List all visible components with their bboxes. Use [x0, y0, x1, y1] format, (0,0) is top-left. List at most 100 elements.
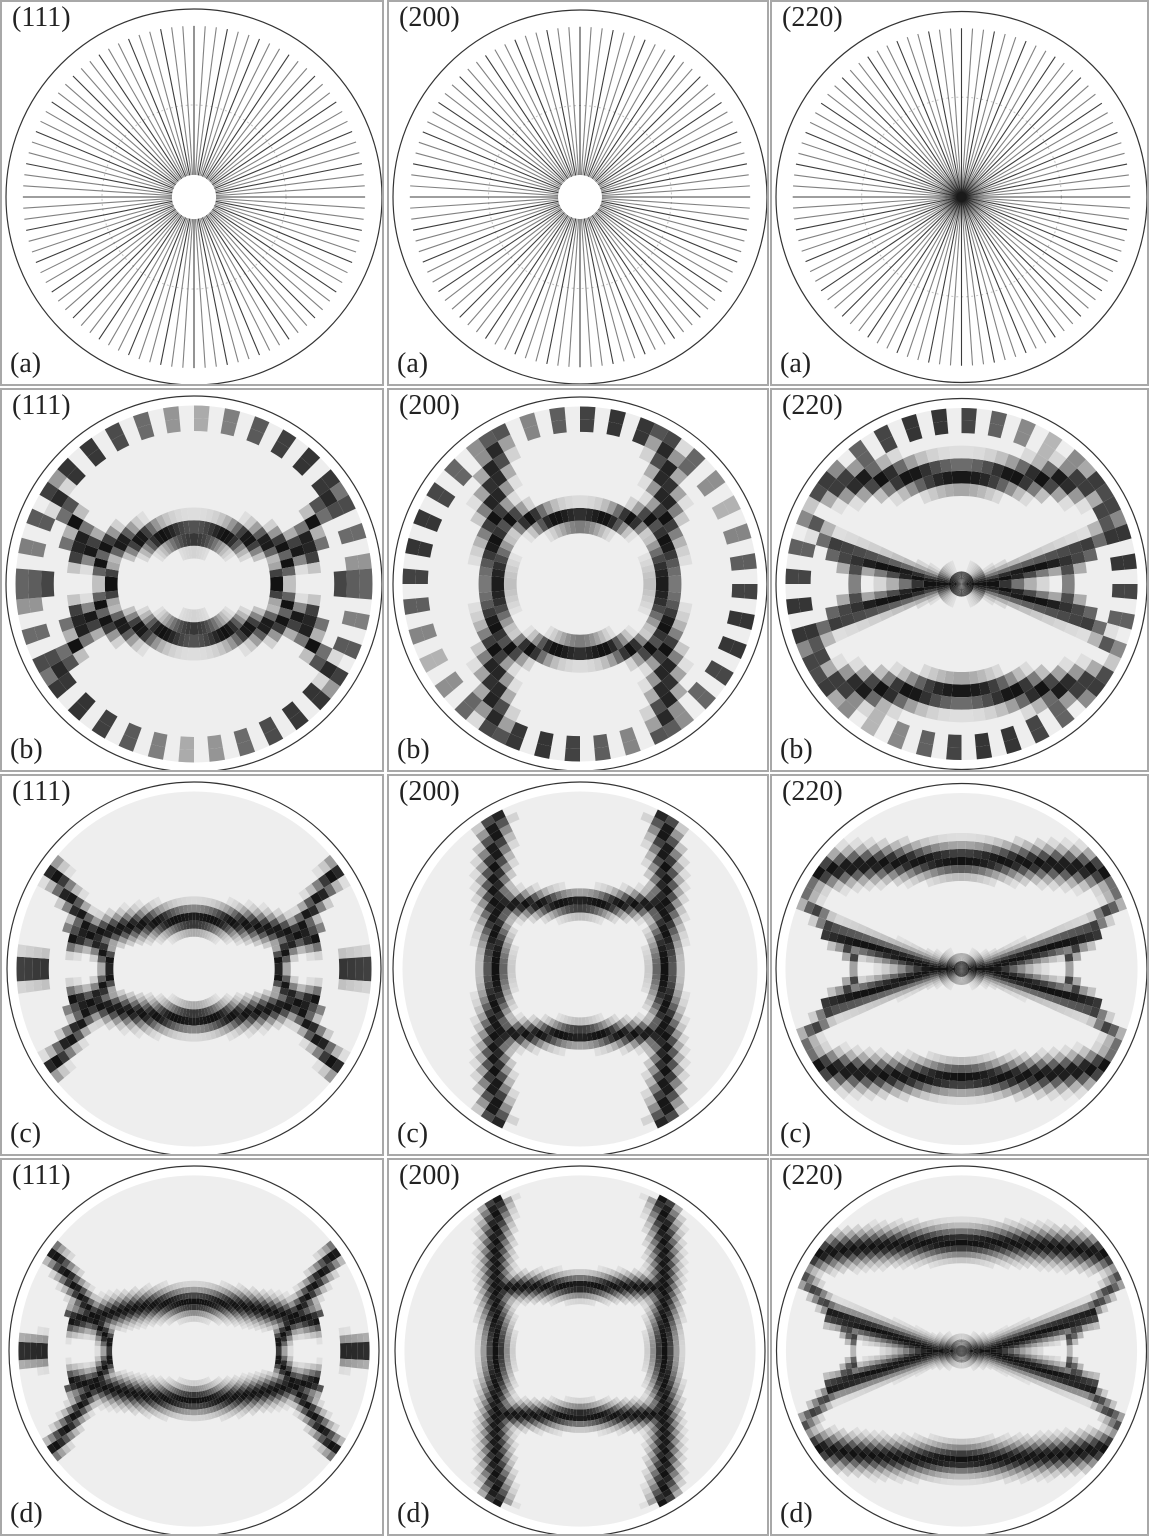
intensity-cell: [251, 551, 266, 563]
intensity-cell: [969, 982, 975, 990]
intensity-cell: [948, 948, 954, 956]
projection-ray: [51, 208, 176, 293]
intensity-cell: [304, 637, 322, 655]
intensity-cell: [507, 526, 522, 541]
intensity-cell: [233, 1374, 240, 1380]
intensity-cell: [1068, 1080, 1083, 1094]
intensity-cell: [1008, 597, 1023, 606]
projection-ray: [949, 200, 962, 366]
intensity-cell: [674, 1102, 690, 1117]
intensity-cell: [126, 1382, 134, 1390]
intensity-cell: [150, 1386, 157, 1393]
intensity-cell: [111, 1016, 123, 1026]
intensity-cell: [912, 1062, 923, 1073]
intensity-cell: [581, 904, 587, 913]
intensity-cell: [912, 593, 927, 602]
intensity-cell: [598, 916, 605, 926]
intensity-cell: [289, 923, 301, 934]
intensity-cell: [649, 698, 668, 716]
intensity-cell: [300, 1018, 312, 1030]
intensity-cell: [961, 584, 968, 596]
intensity-cell: [239, 624, 253, 639]
intensity-cell: [293, 632, 310, 648]
intensity-cell: [923, 955, 932, 961]
intensity-cell: [298, 503, 316, 521]
intensity-cell: [535, 503, 548, 519]
projection-ray: [117, 43, 185, 178]
intensity-cell: [948, 581, 962, 584]
projection-ray: [40, 120, 175, 188]
intensity-cell: [168, 1284, 175, 1291]
intensity-cell: [1046, 599, 1061, 611]
intensity-cell: [110, 610, 125, 622]
intensity-cell: [984, 1060, 994, 1070]
intensity-cell: [403, 598, 418, 615]
intensity-cell: [274, 1289, 283, 1297]
projection-ray: [961, 200, 995, 363]
intensity-cell: [836, 933, 847, 945]
intensity-cell: [593, 657, 603, 672]
intensity-cell: [137, 1388, 144, 1396]
intensity-cell: [655, 576, 669, 584]
intensity-cell: [486, 642, 503, 658]
intensity-cell: [195, 1009, 200, 1018]
intensity-cell: [543, 913, 552, 923]
intensity-cell: [865, 955, 875, 963]
intensity-cell: [955, 969, 962, 975]
intensity-cell: [176, 897, 183, 907]
intensity-cell: [485, 1083, 499, 1097]
intensity-cell: [1008, 562, 1023, 571]
intensity-cell: [641, 1003, 652, 1012]
intensity-cell: [965, 560, 973, 573]
intensity-cell: [926, 984, 935, 991]
intensity-cell: [870, 1064, 883, 1077]
intensity-cell: [620, 525, 634, 540]
intensity-cell: [889, 839, 902, 852]
intensity-cell: [1056, 545, 1071, 558]
intensity-cell: [722, 527, 740, 545]
intensity-cell: [666, 948, 676, 957]
intensity-cell: [906, 978, 916, 985]
intensity-cell: [1071, 1053, 1085, 1067]
projection-ray: [795, 163, 959, 197]
intensity-cell: [106, 1351, 113, 1356]
intensity-cell: [118, 1292, 126, 1300]
projection-ray: [964, 198, 1108, 282]
intensity-cell: [1009, 972, 1018, 977]
intensity-cell: [105, 923, 116, 933]
intensity-cell: [196, 545, 201, 559]
intensity-cell: [223, 994, 232, 1003]
intensity-cell: [208, 747, 225, 762]
intensity-cell: [237, 1013, 247, 1023]
intensity-cell: [475, 969, 484, 977]
intensity-cell: [233, 543, 247, 555]
intensity-cell: [963, 976, 967, 985]
intensity-cell: [961, 967, 970, 969]
projection-ray: [214, 203, 357, 253]
intensity-cell: [863, 672, 881, 690]
intensity-cell: [911, 579, 924, 584]
intensity-cell: [968, 563, 978, 575]
intensity-cell: [499, 896, 511, 907]
intensity-cell: [986, 577, 1000, 582]
intensity-cell: [203, 1378, 207, 1385]
intensity-cell: [639, 600, 654, 611]
intensity-cell: [640, 811, 655, 824]
intensity-cell: [954, 573, 962, 584]
intensity-cell: [192, 1017, 196, 1026]
intensity-cell: [170, 1309, 176, 1316]
intensity-cell: [938, 974, 947, 979]
intensity-cell: [487, 913, 498, 924]
intensity-cell: [872, 664, 889, 681]
intensity-cell: [289, 975, 299, 984]
intensity-cell: [196, 896, 202, 905]
intensity-cell: [562, 1031, 569, 1041]
intensity-cell: [67, 466, 86, 486]
intensity-cell: [76, 1400, 85, 1410]
intensity-cell: [261, 906, 273, 917]
intensity-cell: [672, 873, 686, 887]
intensity-cell: [1003, 875, 1014, 886]
intensity-cell: [161, 512, 173, 527]
intensity-cell: [820, 884, 833, 898]
intensity-cell: [1019, 939, 1030, 948]
